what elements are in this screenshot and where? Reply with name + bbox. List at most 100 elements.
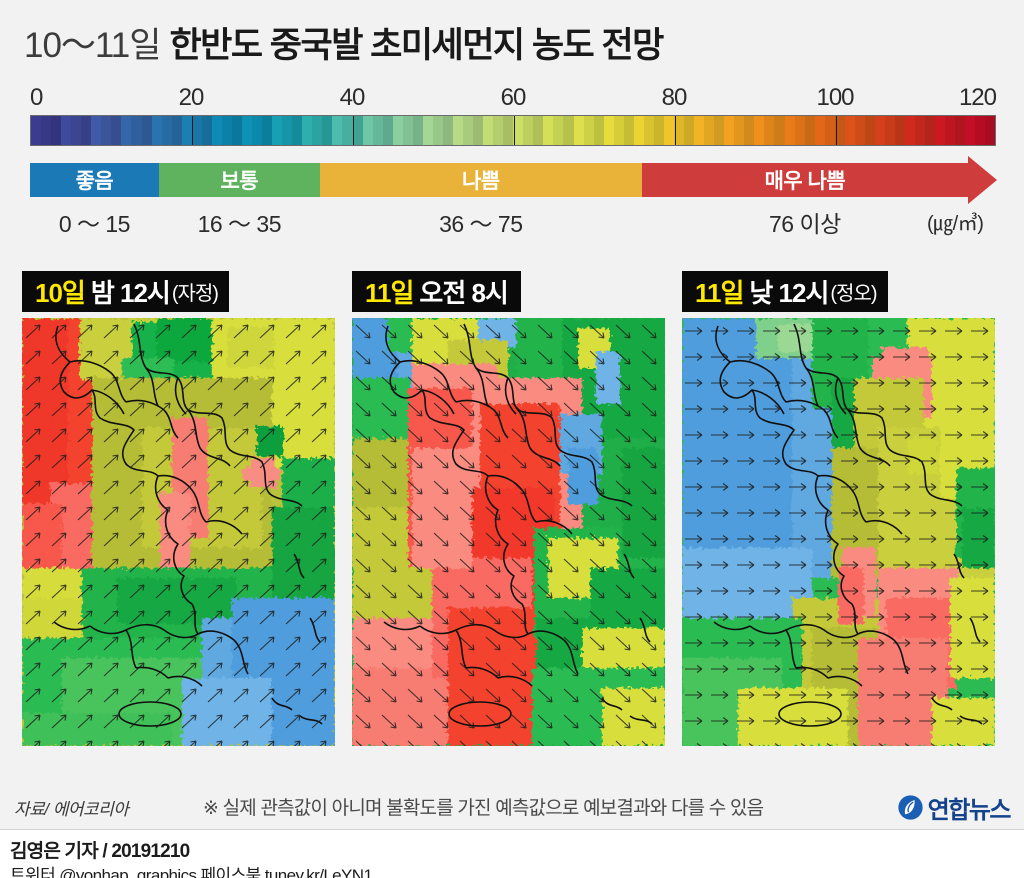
title-main-text: 한반도 중국발 초미세먼지 농도 전망 <box>169 25 664 65</box>
colorbar-cell <box>171 116 182 145</box>
colorbar-cell <box>352 116 363 145</box>
disclaimer-note: ※ 실제 관측값이 아니며 불확도를 가진 예측값으로 예보결과와 다를 수 있… <box>203 798 764 819</box>
colorbar-cell <box>292 116 303 145</box>
colorbar-cell <box>322 116 333 145</box>
colorbar-cell <box>744 116 755 145</box>
colorbar-cell <box>181 116 192 145</box>
colorbar-cell <box>603 116 614 145</box>
category-label: 좋음 <box>75 170 114 193</box>
panel-time-2: 오전 8시 <box>419 278 508 308</box>
colorbar-cell <box>834 116 845 145</box>
colorbar-cell <box>241 116 253 145</box>
colorbar-cell <box>864 116 875 145</box>
colorbar-divider <box>192 116 193 145</box>
colorbar-cell <box>231 116 242 145</box>
colorbar-cell <box>151 116 162 145</box>
colorbar-cell <box>342 116 353 145</box>
colorbar-cell <box>402 116 413 145</box>
colorbar-cell <box>874 116 885 145</box>
map-image-3 <box>682 318 995 746</box>
colorbar-cell <box>854 116 865 145</box>
category-segment-1: 좋음 <box>30 163 159 197</box>
colorbar-cell <box>262 116 273 145</box>
colorbar-divider <box>675 116 676 145</box>
map-image-1 <box>22 318 335 746</box>
colorbar-cell <box>844 116 855 145</box>
panel-day-2: 11일 <box>365 278 414 308</box>
reporter-credit: 김영은 기자 / 20191210 <box>10 841 190 862</box>
colorbar-divider <box>836 116 837 145</box>
colorbar-cell <box>955 116 966 145</box>
colorbar-cell <box>824 116 835 145</box>
colorbar-cell <box>975 116 986 145</box>
colorbar-cell <box>503 116 514 145</box>
colorbar-cell <box>272 116 283 145</box>
colorbar-cell <box>302 116 313 145</box>
colorbar-cell <box>905 116 916 145</box>
colorbar-cell <box>643 116 654 145</box>
colorbar-cell <box>754 116 765 145</box>
colorbar-cell <box>161 116 172 145</box>
colorbar-cell <box>543 116 554 145</box>
colorbar-cell <box>382 116 393 145</box>
colorbar-cell <box>764 116 775 145</box>
colorbar-cell <box>553 116 564 145</box>
colorbar-cell <box>493 116 504 145</box>
colorbar-cell <box>81 116 92 145</box>
panel-time-3: 낮 12시 <box>749 278 829 308</box>
colorbar-cell <box>704 116 715 145</box>
map-image-2 <box>352 318 665 746</box>
colorbar-cell <box>111 116 122 145</box>
panel-label-3: 11일 낮 12시 (정오) <box>682 271 888 312</box>
category-range-1: 0 ～ 15 <box>58 211 131 237</box>
unit-label: (㎍/㎥) <box>927 213 984 235</box>
colorbar-tick: 100 <box>816 84 854 111</box>
colorbar-cell <box>623 116 634 145</box>
colorbar-cell <box>121 116 132 145</box>
colorbar-tick: 120 <box>958 84 997 111</box>
colorbar-cell <box>31 116 42 145</box>
category-label: 나쁨 <box>461 170 500 193</box>
category-label: 보통 <box>220 170 259 193</box>
source-label: 자료/ 에어코리아 <box>14 800 129 819</box>
category-range-labels: (㎍/㎥) 0 ～ 15 16 ～ 35 36 ～ 75 76 이상 <box>30 205 1010 237</box>
colorbar-cell <box>613 116 624 145</box>
colorbar-cell <box>694 116 705 145</box>
colorbar-cell <box>633 116 644 145</box>
colorbar-cell <box>985 116 995 145</box>
panel-label-1: 10일 밤 12시 (자정) <box>22 271 229 312</box>
colorbar-cell <box>362 116 373 145</box>
category-range-4: 76 이상 <box>768 211 841 237</box>
colorbar-cell <box>684 116 695 145</box>
colorbar-cell <box>412 116 423 145</box>
colorbar-cell <box>211 116 222 145</box>
colorbar-cell <box>513 116 524 145</box>
colorbar-cell <box>332 116 343 145</box>
colorbar-cell <box>774 116 785 145</box>
credit-area <box>0 830 1024 878</box>
panel-label-2: 11일 오전 8시 <box>352 271 521 312</box>
colorbar-tick: 40 <box>339 84 366 111</box>
colorbar-divider <box>514 116 515 145</box>
colorbar-cell <box>392 116 403 145</box>
colorbar-cell <box>221 116 232 145</box>
panel-day-3: 11일 <box>695 278 744 308</box>
concentration-colorbar <box>30 115 996 146</box>
colorbar-tick: 80 <box>661 84 688 111</box>
colorbar-cell <box>483 116 494 145</box>
colorbar-cell <box>141 116 152 145</box>
colorbar-cell <box>372 116 383 145</box>
colorbar-cell <box>41 116 52 145</box>
colorbar-cell <box>734 116 745 145</box>
colorbar-cell <box>131 116 142 145</box>
colorbar-cell <box>452 116 464 145</box>
colorbar-cell <box>674 116 685 145</box>
colorbar-cell <box>91 116 102 145</box>
colorbar-cell <box>101 116 112 145</box>
colorbar-tick-labels: 0 20 40 60 80 100 120 <box>30 84 997 111</box>
colorbar-cell <box>563 116 574 145</box>
colorbar-cell <box>884 116 896 145</box>
colorbar-cell <box>794 116 805 145</box>
colorbar-cell <box>663 116 674 145</box>
